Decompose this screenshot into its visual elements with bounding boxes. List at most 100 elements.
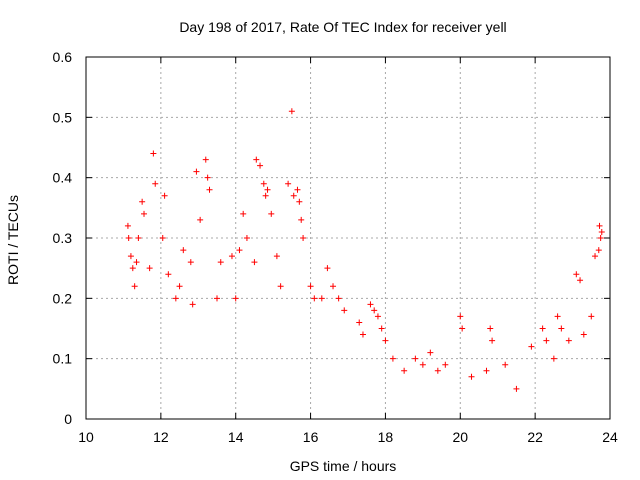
x-tick-label: 20 xyxy=(452,429,468,445)
data-point xyxy=(125,235,132,241)
data-point xyxy=(187,259,194,266)
data-point xyxy=(324,265,331,272)
y-tick-label: 0.3 xyxy=(53,230,73,246)
data-point xyxy=(135,235,142,241)
data-point xyxy=(489,337,496,344)
data-point xyxy=(197,216,204,223)
data-point xyxy=(152,180,159,187)
data-point xyxy=(565,337,572,344)
data-point xyxy=(419,361,426,368)
data-point xyxy=(442,361,449,368)
data-point xyxy=(597,235,604,241)
data-point xyxy=(133,259,140,266)
data-point xyxy=(459,325,466,332)
data-point xyxy=(251,259,258,266)
data-point xyxy=(150,150,157,157)
data-point xyxy=(558,325,565,332)
y-tick-label: 0.2 xyxy=(53,290,73,306)
data-point xyxy=(206,186,213,193)
x-tick-label: 10 xyxy=(78,429,94,445)
data-point xyxy=(382,337,389,344)
data-point xyxy=(595,247,602,254)
data-point xyxy=(487,325,494,332)
data-point xyxy=(318,295,325,302)
data-point xyxy=(127,253,134,260)
data-point xyxy=(598,228,605,235)
grid-lines xyxy=(86,57,610,419)
data-point xyxy=(513,385,520,392)
data-point xyxy=(161,192,168,199)
data-point xyxy=(528,343,535,350)
data-point xyxy=(588,313,595,320)
data-point xyxy=(217,259,224,266)
data-point xyxy=(554,313,561,320)
data-point xyxy=(129,265,136,272)
data-point xyxy=(189,301,196,308)
data-point xyxy=(268,210,275,217)
data-point xyxy=(204,174,211,181)
data-point xyxy=(273,253,280,260)
data-point xyxy=(172,295,179,302)
data-point xyxy=(389,355,396,362)
data-point xyxy=(341,307,348,314)
data-point xyxy=(298,216,305,223)
data-point xyxy=(367,301,374,308)
data-point xyxy=(159,235,166,241)
chart-title: Day 198 of 2017, Rate Of TEC Index for r… xyxy=(179,19,506,35)
data-point xyxy=(502,361,509,368)
data-point xyxy=(401,367,408,374)
data-point xyxy=(290,192,297,199)
x-tick-label: 18 xyxy=(378,429,394,445)
y-tick-label: 0.5 xyxy=(53,109,73,125)
x-tick-label: 16 xyxy=(303,429,319,445)
data-point xyxy=(378,325,385,332)
data-point xyxy=(131,283,138,290)
data-point xyxy=(294,186,301,193)
data-point xyxy=(146,265,153,272)
x-axis-label: GPS time / hours xyxy=(290,458,397,474)
data-point xyxy=(228,253,235,260)
data-point xyxy=(335,295,342,302)
data-point xyxy=(262,192,269,199)
data-point xyxy=(307,283,314,290)
data-point xyxy=(311,295,318,302)
data-point xyxy=(371,307,378,314)
y-axis-label: ROTI / TECUs xyxy=(5,195,21,285)
data-points xyxy=(124,108,605,392)
data-point xyxy=(427,349,434,356)
data-point xyxy=(468,373,475,380)
data-point xyxy=(236,247,243,254)
y-tick-label: 0.1 xyxy=(53,351,73,367)
data-point xyxy=(253,156,260,163)
data-point xyxy=(288,108,295,115)
data-point xyxy=(330,283,337,290)
data-point xyxy=(165,271,172,278)
data-point xyxy=(141,210,148,217)
x-tick-label: 14 xyxy=(228,429,244,445)
data-point xyxy=(202,156,209,163)
data-point xyxy=(176,283,183,290)
x-tick-label: 24 xyxy=(602,429,618,445)
data-point xyxy=(180,247,187,254)
data-point xyxy=(214,295,220,302)
data-point xyxy=(539,325,546,332)
data-point xyxy=(300,235,307,241)
data-point xyxy=(356,319,363,326)
data-point xyxy=(243,235,250,241)
data-point xyxy=(232,295,239,302)
data-point xyxy=(240,210,247,217)
data-point xyxy=(359,331,366,338)
data-point xyxy=(483,367,490,374)
data-point xyxy=(277,283,284,290)
y-tick-label: 0 xyxy=(64,411,72,427)
data-point xyxy=(412,355,419,362)
data-point xyxy=(374,313,381,320)
y-tick-label: 0.4 xyxy=(53,170,73,186)
axis-ticks: 10 12 14 16 18 20 22 24 0 0.1 0.2 0.3 0.4 0.5 0.6 xyxy=(53,49,618,445)
y-tick-label: 0.6 xyxy=(53,49,73,65)
data-point xyxy=(573,271,580,278)
data-point xyxy=(285,180,292,187)
data-point xyxy=(550,355,557,362)
